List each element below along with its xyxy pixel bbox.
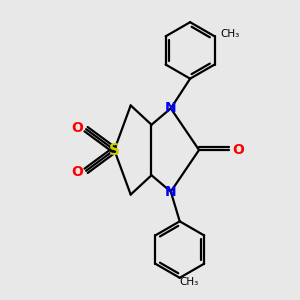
Text: O: O bbox=[71, 165, 83, 179]
Text: O: O bbox=[71, 121, 83, 135]
Text: S: S bbox=[109, 142, 120, 158]
Text: N: N bbox=[165, 101, 177, 116]
Text: CH₃: CH₃ bbox=[220, 29, 239, 39]
Text: N: N bbox=[165, 184, 177, 199]
Text: CH₃: CH₃ bbox=[180, 277, 199, 287]
Text: O: O bbox=[232, 143, 244, 157]
